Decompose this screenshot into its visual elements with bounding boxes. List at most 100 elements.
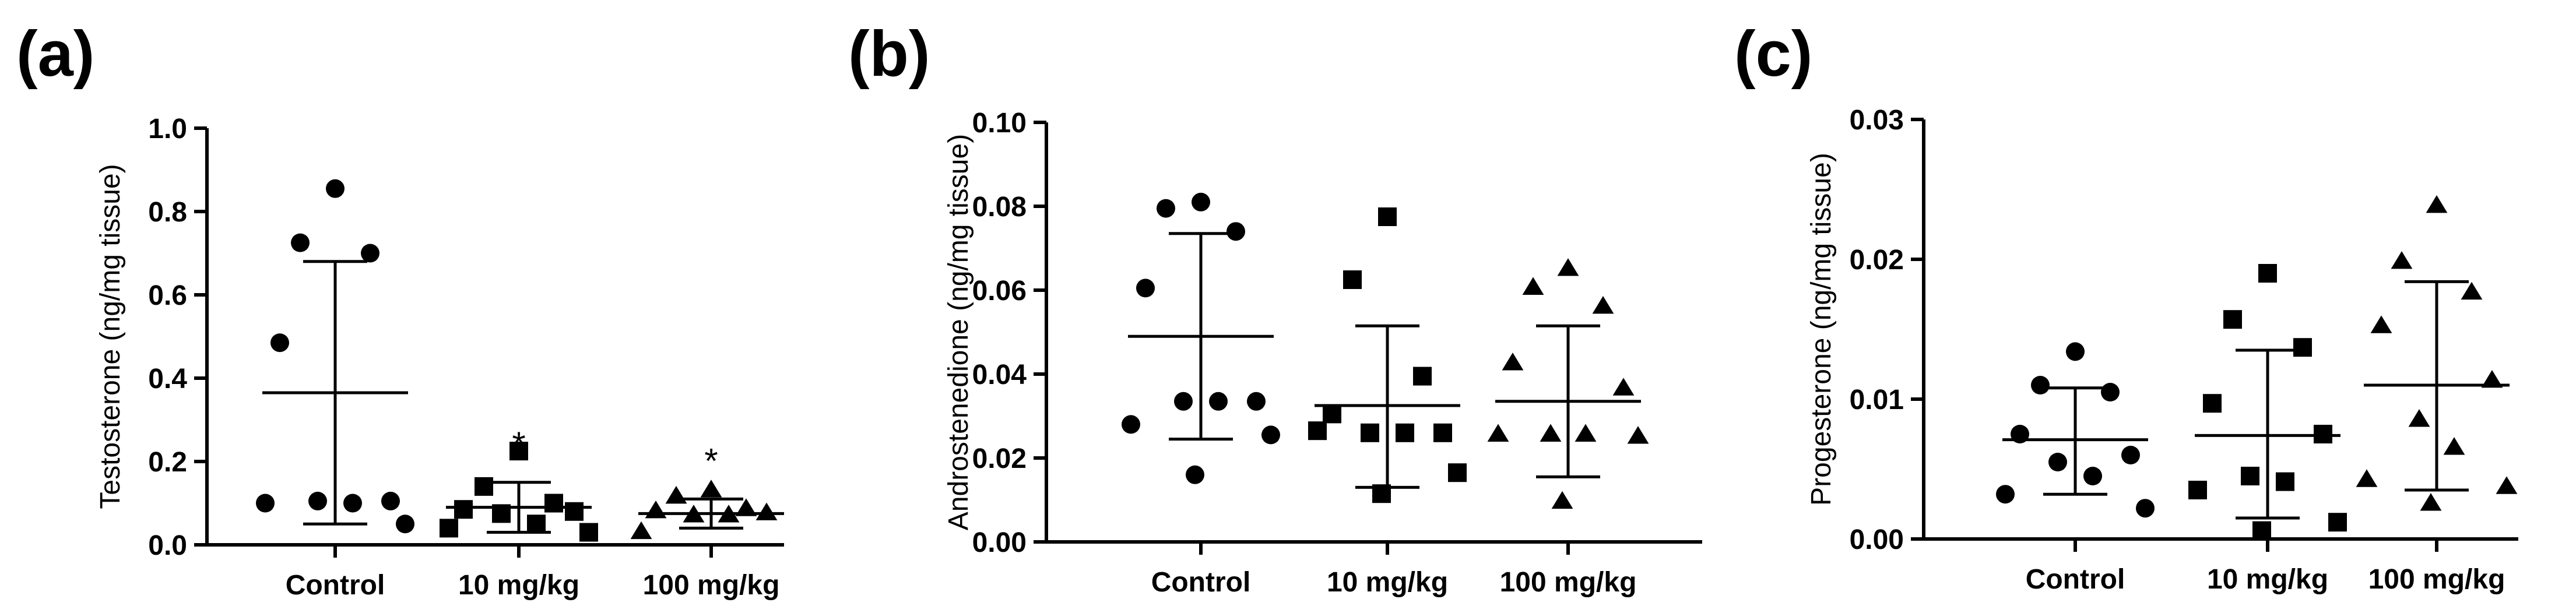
y-tick-label: 0.00 [1850, 524, 1904, 555]
data-point [2031, 376, 2050, 394]
data-point [1174, 392, 1193, 411]
data-point [2461, 281, 2483, 300]
x-category-label: 10 mg/kg [458, 570, 579, 601]
data-point [2258, 264, 2277, 283]
data-point [544, 494, 563, 513]
data-point [1575, 424, 1597, 442]
data-point [2391, 251, 2413, 269]
data-point [2408, 409, 2430, 427]
data-point [2188, 481, 2207, 499]
data-point [1378, 207, 1397, 226]
data-point [492, 504, 511, 523]
significance-marker: * [512, 425, 525, 464]
y-tick-label: 0.0 [148, 530, 187, 561]
series-1 [1308, 207, 1467, 503]
data-point [2420, 493, 2442, 511]
y-tick-label: 0.8 [148, 197, 187, 228]
data-point [1522, 277, 1544, 295]
data-point [1627, 426, 1649, 444]
y-tick-label: 1.0 [148, 114, 187, 145]
data-point [718, 505, 740, 523]
x-category-label: Control [286, 570, 385, 601]
y-axis-label: Progesterone (ng/mg tissue) [1806, 153, 1837, 506]
data-point [2121, 446, 2140, 464]
series-1 [2188, 264, 2347, 540]
y-axis-label: Testosterone (ng/mg tissue) [95, 164, 126, 509]
series-0 [1122, 192, 1280, 484]
data-point [1413, 367, 1432, 386]
data-point [1612, 378, 1635, 396]
data-point [1502, 353, 1524, 371]
data-point [665, 485, 687, 504]
significance-marker: * [704, 441, 718, 480]
data-point [1487, 424, 1509, 442]
data-point [755, 502, 778, 520]
data-point [256, 494, 275, 513]
y-tick-label: 0.03 [1850, 105, 1904, 136]
data-point [2276, 472, 2294, 491]
data-point [735, 498, 757, 516]
y-tick-label: 0.08 [972, 192, 1027, 223]
data-point [1343, 270, 1362, 289]
panel-label: (a) [16, 18, 94, 90]
x-category-label: Control [2026, 564, 2125, 595]
data-point [475, 477, 493, 496]
data-point [645, 500, 667, 519]
y-tick-label: 0.02 [1850, 245, 1904, 276]
data-point [579, 523, 598, 542]
data-point [1540, 424, 1562, 442]
x-category-label: Control [1151, 567, 1251, 598]
data-point [1323, 404, 1341, 424]
x-category-label: 100 mg/kg [643, 570, 780, 601]
data-point [2481, 369, 2503, 388]
data-point [1209, 392, 1228, 411]
data-point [2223, 310, 2242, 329]
data-point [396, 515, 414, 534]
data-point [509, 442, 528, 461]
data-point [2101, 383, 2120, 401]
data-point [1261, 425, 1280, 445]
series-2 [2356, 195, 2518, 511]
data-point [1396, 423, 1414, 442]
data-point [2314, 425, 2332, 443]
data-point [1192, 192, 1210, 212]
x-category-label: 10 mg/kg [2207, 564, 2328, 595]
data-point [565, 502, 584, 521]
series-2: * [630, 441, 784, 540]
data-point [308, 491, 327, 510]
data-point [2356, 469, 2378, 487]
y-tick-label: 0.00 [972, 527, 1027, 558]
data-point [1448, 463, 1467, 482]
data-point [326, 179, 345, 198]
series-0 [256, 179, 414, 534]
data-point [1372, 484, 1391, 503]
data-point [527, 515, 546, 534]
data-point [700, 480, 722, 498]
data-point [1157, 199, 1175, 218]
data-point [1227, 222, 1245, 241]
data-point [361, 244, 379, 263]
panel-2: (c) 0.00 0.01 0.02 0.03 Progesterone (ng/mg t… [1734, 18, 2518, 595]
data-point [2136, 499, 2155, 518]
x-category-label: 100 mg/kg [1500, 567, 1637, 598]
data-point [1996, 485, 2015, 504]
data-point [1122, 415, 1140, 434]
data-point [440, 519, 458, 538]
panel-label: (b) [848, 18, 930, 90]
data-point [270, 333, 289, 353]
data-point [2066, 342, 2085, 361]
series-0 [1996, 342, 2155, 518]
data-point [2241, 467, 2259, 485]
data-point [1186, 465, 1204, 484]
data-point [2203, 394, 2222, 413]
data-point [381, 491, 400, 510]
y-tick-label: 0.6 [148, 280, 187, 311]
data-point [1592, 295, 1614, 314]
data-point [1136, 279, 1155, 298]
data-point [1308, 421, 1327, 441]
data-point [630, 521, 652, 540]
data-point [683, 505, 705, 523]
y-tick-label: 0.4 [148, 364, 187, 394]
data-point [291, 233, 310, 252]
series-1: * [440, 425, 598, 542]
